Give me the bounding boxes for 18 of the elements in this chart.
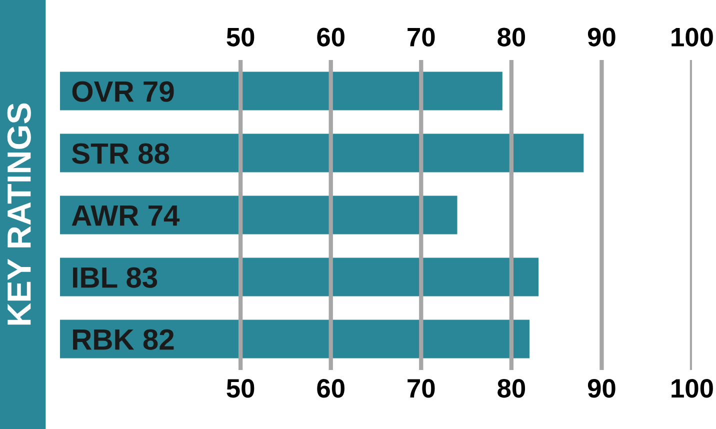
- text: KEY RATINGS: [7, 103, 31, 325]
- x-tick-label: 80: [498, 379, 526, 398]
- x2-tick-label: 50: [226, 28, 254, 46]
- x-tick-label: 50: [226, 379, 254, 398]
- y-tick-label: OVR 79: [72, 81, 174, 102]
- y-tick-label: STR 88: [72, 143, 170, 164]
- x-tick-label: 70: [408, 379, 435, 398]
- x2-tick-label: 60: [317, 28, 344, 46]
- y-tick-label: RBK 82: [73, 329, 174, 350]
- y-tick-label: AWR 74: [72, 206, 180, 226]
- x-tick-label: 100: [672, 379, 713, 398]
- x-tick-label: 90: [588, 379, 616, 398]
- x-tick-label: 60: [317, 379, 344, 398]
- y-tick-label: IBL 83: [73, 267, 158, 288]
- x2-tick-label: 100: [672, 28, 713, 46]
- x2-tick-label: 70: [408, 28, 435, 46]
- x2-tick-label: 80: [498, 28, 526, 46]
- x2-tick-label: 90: [588, 28, 616, 46]
